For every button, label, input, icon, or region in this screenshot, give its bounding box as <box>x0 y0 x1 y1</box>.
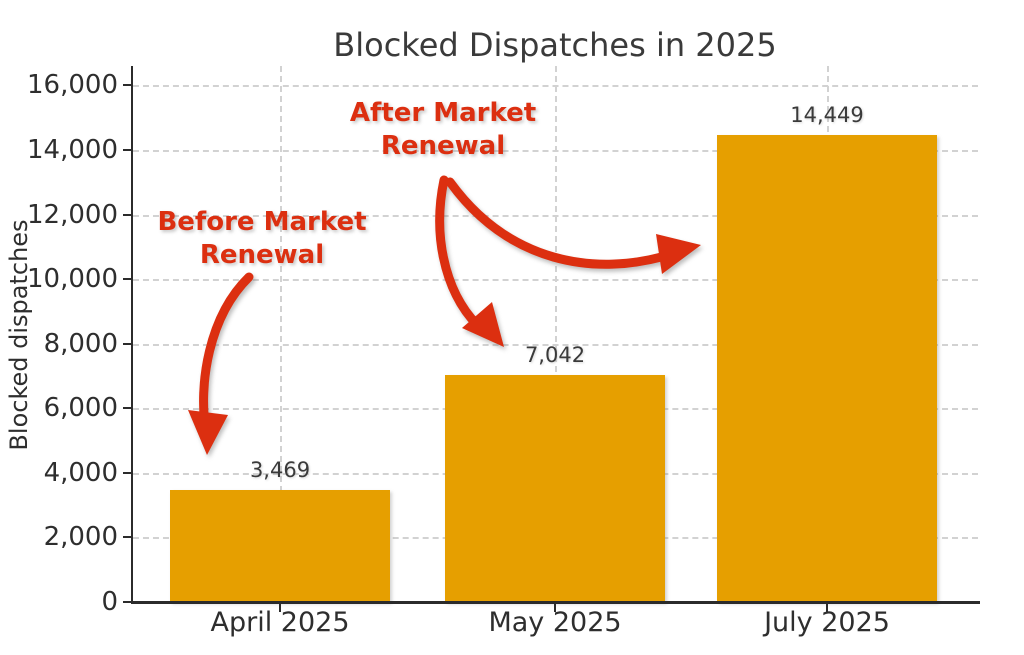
x-tick-label: May 2025 <box>488 607 622 638</box>
after-arrowhead-may <box>462 302 504 347</box>
bar-may-2025 <box>445 374 665 602</box>
y-tick-mark <box>123 148 132 151</box>
bar-value-label: 3,469 <box>249 457 311 482</box>
y-axis-spine <box>131 66 133 604</box>
y-tick-label: 16,000 <box>27 70 118 101</box>
annotation-before-market-renewal: Before Market Renewal <box>157 207 367 270</box>
y-tick-label: 4,000 <box>43 457 118 488</box>
y-tick-label: 6,000 <box>43 393 118 424</box>
y-tick-label: 2,000 <box>43 522 118 553</box>
after-arrowhead-july <box>656 234 701 274</box>
x-tick-mark <box>279 603 281 612</box>
y-tick-mark <box>123 84 132 87</box>
x-tick-label: April 2025 <box>210 607 350 638</box>
chart-title: Blocked Dispatches in 2025 <box>333 26 777 64</box>
after-arrow-to-july <box>445 177 677 269</box>
bar-july-2025 <box>717 135 937 602</box>
y-tick-label: 14,000 <box>27 134 118 165</box>
y-tick-label: 0 <box>101 587 118 617</box>
gridline-vertical <box>280 66 282 602</box>
y-tick-mark <box>123 407 132 410</box>
before-arrow-to-april <box>199 272 254 437</box>
bar-april-2025 <box>170 489 390 602</box>
y-tick-mark <box>123 213 132 216</box>
y-tick-mark <box>123 278 132 281</box>
x-axis-spine <box>131 601 980 604</box>
bar-value-label: 14,449 <box>790 103 864 128</box>
gridline-vertical <box>555 66 557 602</box>
y-tick-label: 10,000 <box>27 264 118 295</box>
y-tick-mark <box>123 471 132 474</box>
y-tick-label: 12,000 <box>27 199 118 230</box>
after-arrow-to-may <box>435 175 488 335</box>
y-tick-mark <box>123 601 132 603</box>
x-tick-mark <box>826 603 828 612</box>
x-tick-label: July 2025 <box>764 607 890 638</box>
bar-value-label: 7,042 <box>524 342 586 367</box>
before-arrowhead <box>188 410 228 455</box>
y-tick-mark <box>123 536 132 539</box>
y-tick-mark <box>123 342 132 345</box>
annotation-after-market-renewal: After Market Renewal <box>349 98 537 161</box>
y-tick-label: 8,000 <box>43 328 118 359</box>
x-tick-mark <box>554 603 556 612</box>
